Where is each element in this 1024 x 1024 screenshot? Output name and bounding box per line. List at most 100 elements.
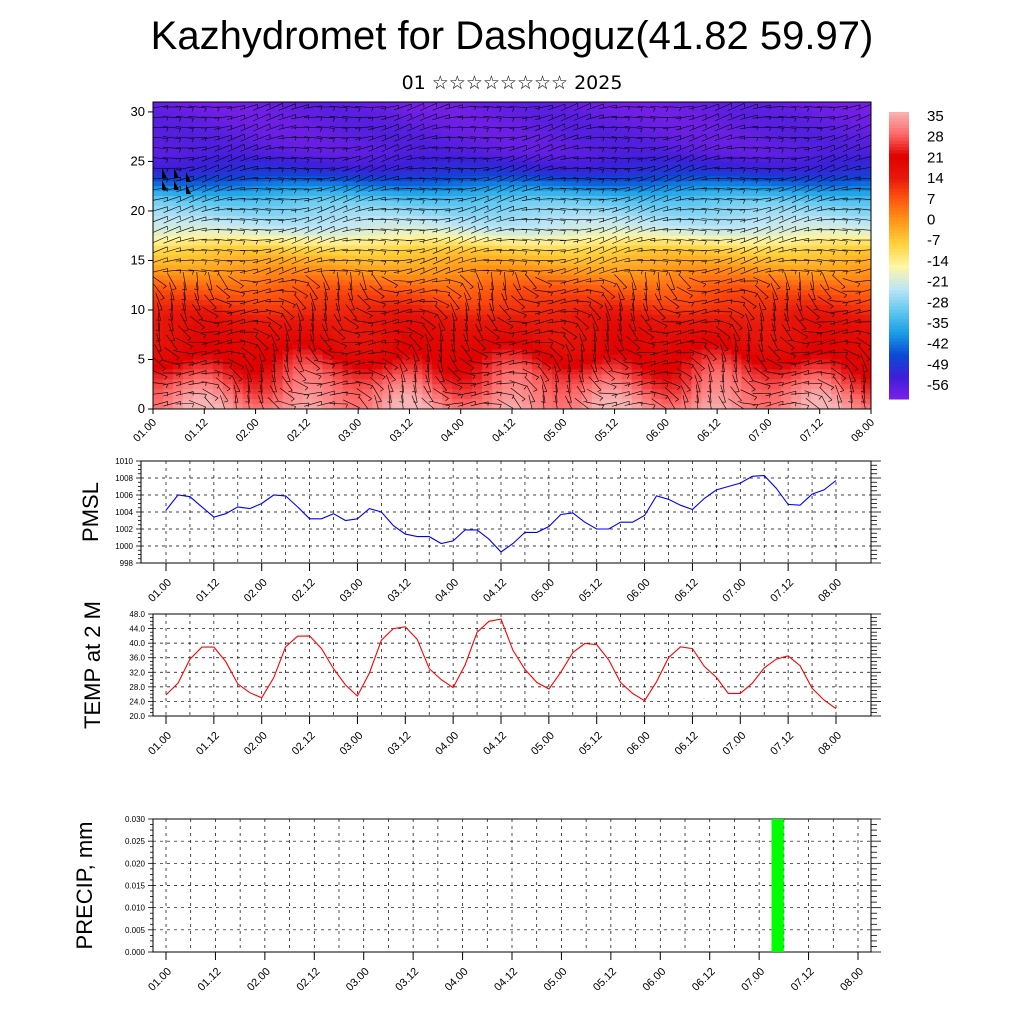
field-cell: [731, 201, 742, 207]
field-cell: [472, 364, 483, 370]
field-cell: [831, 210, 842, 217]
field-cell: [721, 300, 732, 306]
field-cell: [242, 136, 254, 143]
field-cell: [292, 196, 304, 202]
field-cell: [531, 181, 543, 187]
field-cell: [631, 186, 643, 192]
field-cell: [502, 220, 513, 227]
field-cell: [192, 344, 204, 351]
field-cell: [521, 181, 533, 187]
field-cell: [282, 280, 294, 286]
field-cell: [312, 116, 324, 123]
field-cell: [332, 205, 344, 212]
wind-barb: [509, 135, 527, 140]
field-cell: [651, 240, 663, 247]
field-cell: [162, 364, 174, 370]
wind-barb: [329, 105, 348, 109]
field-cell: [212, 210, 224, 217]
field-cell: [541, 141, 553, 148]
field-cell: [212, 270, 224, 276]
field-cell: [641, 186, 653, 192]
field-cell: [521, 102, 533, 108]
wind-barb-flag: [358, 137, 361, 142]
field-cell: [821, 404, 832, 409]
field-cell: [372, 305, 383, 311]
field-cell: [332, 359, 344, 366]
field-cell: [352, 275, 364, 281]
field-cell: [232, 186, 244, 192]
field-cell: [352, 136, 364, 143]
field-cell: [432, 245, 443, 252]
field-cell: [831, 186, 842, 192]
field-cell: [701, 191, 713, 197]
field-cell: [851, 394, 862, 400]
wind-barb: [598, 126, 617, 129]
field-cell: [392, 339, 403, 346]
field-cell: [452, 404, 463, 409]
field-cell: [482, 374, 493, 380]
field-cell: [162, 250, 174, 257]
wind-barb: [470, 136, 489, 139]
field-cell: [521, 404, 533, 409]
field-cell: [781, 260, 792, 266]
field-cell: [182, 220, 194, 227]
field-cell: [531, 329, 543, 336]
field-cell: [641, 225, 653, 232]
field-cell: [611, 151, 623, 158]
field-cell: [422, 215, 433, 222]
field-cell: [631, 285, 643, 291]
field-cell: [601, 245, 613, 252]
field-cell: [292, 384, 304, 390]
field-cell: [372, 126, 383, 133]
field-cell: [711, 151, 723, 158]
field-cell: [262, 349, 274, 356]
wind-barb-flag: [627, 148, 630, 153]
field-cell: [861, 309, 871, 316]
field-cell: [362, 151, 373, 158]
field-cell: [272, 225, 284, 232]
field-cell: [362, 111, 373, 118]
field-cell: [751, 329, 762, 336]
field-cell: [631, 339, 643, 346]
field-cell: [452, 364, 463, 370]
field-cell: [182, 240, 194, 247]
field-cell: [681, 102, 693, 108]
field-cell: [611, 314, 623, 321]
field-cell: [771, 379, 782, 385]
field-cell: [621, 176, 633, 182]
field-cell: [561, 319, 573, 326]
field-cell: [332, 230, 344, 237]
wind-barb-flag: [499, 147, 502, 152]
field-cell: [681, 324, 693, 331]
field-cell: [312, 339, 324, 346]
field-cell: [332, 102, 344, 108]
field-cell: [462, 201, 473, 207]
field-cell: [661, 111, 673, 118]
field-cell: [561, 240, 573, 247]
field-cell: [312, 151, 324, 158]
field-cell: [731, 146, 742, 153]
field-cell: [801, 404, 812, 409]
field-cell: [561, 334, 573, 341]
field-cell: [392, 166, 403, 172]
field-cell: [452, 161, 463, 167]
field-cell: [252, 374, 264, 380]
field-cell: [212, 295, 224, 301]
field-cell: [621, 344, 633, 351]
field-cell: [372, 171, 383, 177]
field-cell: [651, 201, 663, 207]
field-cell: [452, 334, 463, 341]
field-cell: [292, 250, 304, 257]
field-cell: [541, 349, 553, 356]
field-cell: [841, 245, 852, 252]
field-cell: [202, 220, 214, 227]
field-cell: [472, 339, 483, 346]
field-cell: [192, 354, 204, 361]
field-cell: [252, 369, 264, 375]
field-cell: [791, 275, 802, 281]
field-cell: [212, 161, 224, 167]
wind-barb: [342, 126, 361, 128]
wind-barb: [521, 115, 540, 119]
field-cell: [771, 126, 782, 133]
field-cell: [821, 255, 832, 262]
